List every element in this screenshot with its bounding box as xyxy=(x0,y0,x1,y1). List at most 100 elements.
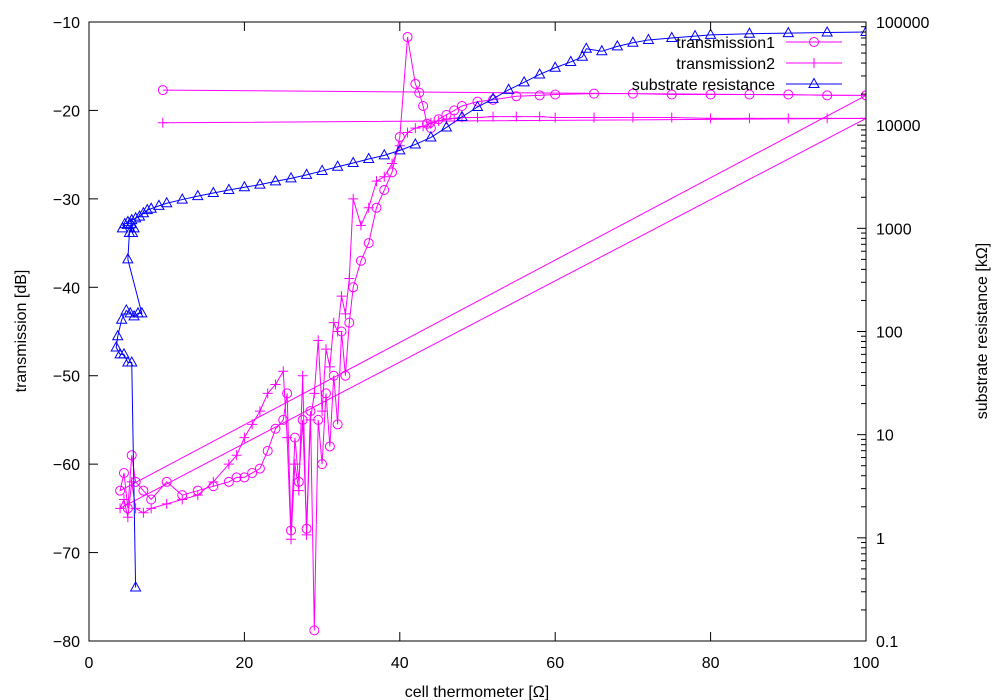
data-point xyxy=(309,625,320,636)
y-tick-label: −20 xyxy=(53,103,80,120)
data-point xyxy=(238,180,251,192)
y-tick-label: −60 xyxy=(53,457,80,474)
data-point xyxy=(511,111,522,122)
y-tick-label: −50 xyxy=(53,369,80,386)
data-point xyxy=(665,31,678,42)
series-substrate-resistance xyxy=(110,25,866,592)
data-point xyxy=(128,309,140,321)
data-point xyxy=(239,432,250,443)
data-point xyxy=(550,112,561,123)
data-point xyxy=(138,507,149,518)
data-point xyxy=(207,186,220,198)
data-point xyxy=(332,419,343,430)
data-point xyxy=(297,370,308,381)
data-point xyxy=(289,459,300,470)
data-point xyxy=(611,39,624,51)
data-point xyxy=(363,238,374,249)
data-point xyxy=(821,26,833,37)
data-point xyxy=(122,512,133,523)
data-point xyxy=(472,96,483,107)
data-point xyxy=(704,28,717,39)
data-point xyxy=(371,176,382,187)
data-point xyxy=(402,32,413,43)
data-point xyxy=(114,347,126,359)
legend-label: transmission2 xyxy=(676,56,775,73)
data-point xyxy=(533,67,546,79)
data-point xyxy=(580,42,593,53)
y-axis-title: transmission [dB] xyxy=(13,270,30,393)
data-point xyxy=(176,193,189,204)
data-point xyxy=(317,406,328,417)
data-point xyxy=(239,472,250,483)
data-point xyxy=(861,113,866,124)
data-point xyxy=(689,29,701,41)
data-point xyxy=(157,85,168,96)
data-point xyxy=(138,485,149,496)
data-point xyxy=(355,220,366,231)
data-point xyxy=(534,90,545,101)
x-tick-label: 60 xyxy=(546,655,564,672)
data-point xyxy=(363,202,374,213)
series-line xyxy=(119,36,866,631)
data-point xyxy=(161,498,172,509)
data-point xyxy=(861,90,866,101)
data-point xyxy=(118,494,129,505)
data-point xyxy=(425,130,437,142)
data-point xyxy=(324,361,335,372)
data-point xyxy=(379,185,390,196)
data-point xyxy=(111,329,124,341)
data-point xyxy=(278,414,289,425)
series-layer xyxy=(110,25,866,636)
x-tick-label: 20 xyxy=(236,655,254,672)
data-point xyxy=(433,116,444,127)
data-point xyxy=(160,196,173,208)
data-point xyxy=(331,160,344,171)
data-point xyxy=(282,432,293,443)
data-point xyxy=(518,75,530,87)
y2-axis-title: substrate resistance [kΩ] xyxy=(974,243,991,419)
y2-tick-label: 100000 xyxy=(876,15,929,32)
legend-label: substrate resistance xyxy=(632,77,775,94)
data-point xyxy=(564,55,577,66)
y2-tick-label: 0.1 xyxy=(876,634,898,651)
data-point xyxy=(270,379,281,390)
data-point xyxy=(502,83,515,94)
data-point xyxy=(344,273,355,284)
y-tick-label: −30 xyxy=(53,192,80,209)
data-point xyxy=(410,123,421,134)
data-point xyxy=(145,202,158,213)
data-point xyxy=(340,308,351,319)
data-point xyxy=(282,388,293,399)
data-point xyxy=(348,193,359,204)
y2-tick-label: 1000 xyxy=(876,221,912,238)
x-tick-label: 40 xyxy=(391,655,409,672)
data-point xyxy=(115,313,128,324)
data-point xyxy=(347,156,360,167)
data-point xyxy=(627,112,638,123)
data-point xyxy=(642,33,655,44)
data-point xyxy=(783,89,794,100)
data-point xyxy=(782,26,795,38)
legend-marker xyxy=(809,37,819,47)
data-point xyxy=(254,463,265,474)
y-tick-label: −80 xyxy=(53,634,80,651)
data-point xyxy=(126,476,137,487)
data-point xyxy=(278,366,289,377)
data-point xyxy=(126,450,137,461)
data-point xyxy=(705,89,716,100)
data-point xyxy=(305,414,316,425)
data-point xyxy=(128,221,140,233)
y2-tick-label: 10000 xyxy=(876,118,921,135)
data-point xyxy=(340,370,351,381)
data-point xyxy=(472,112,483,123)
data-point xyxy=(743,27,756,38)
data-point xyxy=(269,174,282,186)
data-point xyxy=(549,61,562,72)
data-point xyxy=(247,419,258,430)
data-point xyxy=(744,113,755,124)
data-point xyxy=(135,306,148,318)
data-point xyxy=(860,25,866,36)
data-point xyxy=(191,189,204,201)
data-point xyxy=(118,467,129,478)
data-point xyxy=(378,148,391,160)
